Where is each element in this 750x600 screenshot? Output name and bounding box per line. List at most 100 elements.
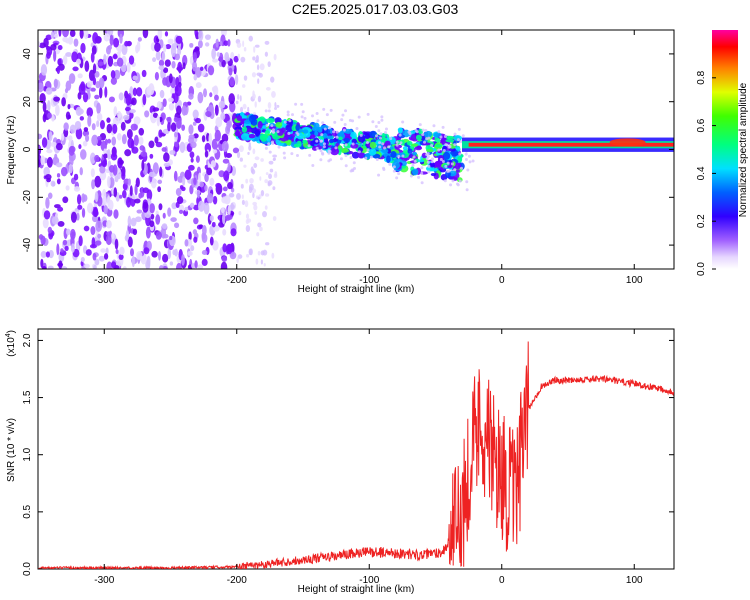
heatmap-cell — [320, 151, 324, 155]
heatmap-cell — [99, 165, 106, 174]
heatmap-cell — [64, 245, 69, 251]
heatmap-cell — [437, 130, 441, 134]
heatmap-cell — [266, 118, 275, 124]
heatmap-cell — [209, 215, 214, 222]
heatmap-cell — [364, 156, 368, 160]
heatmap-cell — [243, 164, 247, 168]
heatmap-cell — [295, 154, 299, 158]
heatmap-cell — [214, 94, 219, 101]
colorbar-tick-label: 0.6 — [696, 118, 707, 132]
heatmap-cell — [193, 74, 198, 81]
heatmap-cell — [214, 129, 221, 142]
heatmap-cell — [283, 120, 287, 124]
heatmap-cell — [202, 224, 207, 236]
heatmap-cell — [262, 210, 267, 218]
heatmap-cell — [86, 81, 93, 88]
heatmap-cell — [41, 266, 47, 269]
heatmap-cell — [257, 95, 262, 103]
heatmap-cell — [107, 55, 114, 67]
heatmap-cell — [311, 114, 315, 118]
heatmap-cell — [112, 123, 118, 134]
heatmap-cell — [46, 156, 53, 168]
heatmap-cell — [379, 132, 383, 136]
heatmap-cell — [167, 207, 172, 217]
heatmap-cell — [214, 104, 219, 116]
heatmap-cell — [374, 125, 378, 129]
heatmap-cell — [416, 145, 422, 149]
heatmap-cell — [291, 125, 296, 132]
heatmap-cell — [139, 145, 145, 151]
heatmap-cell — [417, 159, 425, 163]
heatmap-cell — [265, 123, 269, 127]
heatmap-cell — [56, 178, 61, 185]
heatmap-cell — [251, 169, 256, 175]
x-tick-label: -300 — [94, 575, 114, 586]
heatmap-cell — [81, 207, 86, 218]
heatmap-cell — [198, 172, 202, 184]
heatmap-cell — [328, 126, 332, 130]
heatmap-cell — [238, 145, 244, 153]
heatmap-cell — [268, 173, 272, 180]
heatmap-cell — [206, 167, 213, 176]
heatmap-cell — [237, 53, 241, 59]
heatmap-cell — [272, 128, 276, 132]
heatmap-cell — [55, 104, 60, 117]
spectrogram-heatmap — [38, 30, 674, 269]
heatmap-cell — [87, 115, 92, 127]
heatmap-cell — [62, 36, 69, 43]
heatmap-cell — [271, 90, 276, 98]
heatmap-cell — [145, 226, 151, 239]
heatmap-cell — [392, 165, 396, 169]
heatmap-cell — [176, 196, 184, 205]
heatmap-cell — [427, 136, 431, 140]
heatmap-cell — [256, 64, 260, 71]
heatmap-cell — [92, 252, 97, 261]
heatmap-cell — [73, 38, 79, 47]
colorbar-tick-label: 0.4 — [696, 166, 707, 180]
heatmap-cell — [377, 120, 381, 124]
heatmap-cell — [446, 161, 450, 165]
heatmap-cell — [461, 134, 465, 138]
heatmap-cell — [257, 222, 262, 228]
heatmap-cell — [111, 136, 117, 146]
heatmap-cell — [50, 141, 57, 147]
heatmap-cell — [300, 102, 304, 106]
heatmap-cell — [113, 209, 119, 219]
heatmap-cell — [62, 55, 68, 65]
heatmap-cell — [152, 112, 159, 118]
heatmap-cell — [254, 156, 260, 161]
heatmap-cell — [120, 121, 126, 131]
heatmap-cell — [113, 37, 120, 48]
heatmap-cell — [158, 129, 163, 138]
heatmap-cell — [382, 167, 386, 171]
heatmap-cell — [280, 127, 286, 133]
heatmap-cell — [192, 121, 197, 126]
heatmap-cell — [154, 136, 159, 144]
heatmap-cell — [286, 113, 290, 117]
heatmap-cell — [415, 134, 422, 141]
heatmap-cell — [253, 46, 256, 53]
heatmap-cell — [109, 34, 114, 46]
heatmap-cell — [158, 65, 165, 71]
heatmap-cell — [79, 30, 84, 39]
heatmap-cell — [83, 225, 90, 232]
heatmap-cell — [457, 127, 461, 131]
heatmap-cell — [154, 71, 159, 81]
heatmap-cell — [357, 134, 366, 143]
heatmap-cell — [254, 210, 258, 215]
heatmap-cell — [268, 160, 274, 165]
heatmap-cell — [50, 31, 55, 39]
heatmap-cell — [303, 116, 307, 120]
heatmap-cell — [40, 258, 44, 268]
heatmap-cell — [106, 261, 113, 269]
heatmap-cell — [82, 92, 89, 103]
heatmap-cell — [413, 159, 417, 163]
heatmap-cell — [150, 177, 157, 189]
heatmap-cell — [93, 264, 97, 269]
heatmap-cell — [294, 102, 298, 106]
heatmap-cell — [136, 250, 143, 260]
heatmap-cell — [184, 169, 192, 180]
heatmap-cell — [118, 254, 124, 260]
snr-xlabel: Height of straight line (km) — [298, 584, 415, 595]
heatmap-cell — [241, 126, 248, 133]
